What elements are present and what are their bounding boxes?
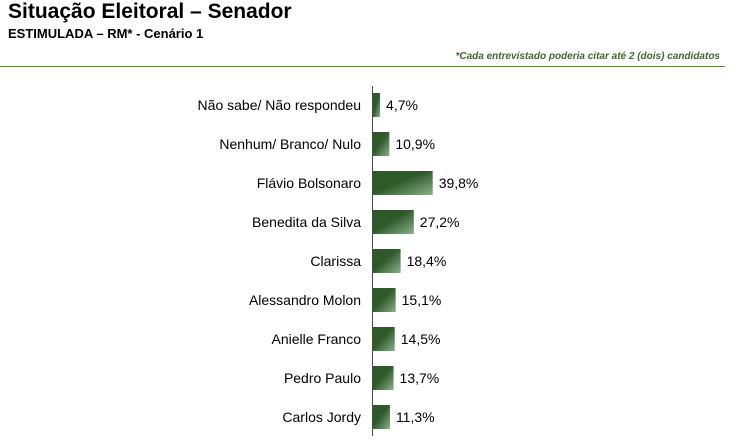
value-label-4: 27,2% (420, 214, 460, 230)
page-subtitle: ESTIMULADA – RM* - Cenário 1 (8, 26, 204, 41)
category-label-7: Anielle Franco (272, 331, 362, 347)
bar-2 (373, 132, 390, 156)
category-label-9: Carlos Jordy (282, 409, 361, 425)
value-label-9: 11,3% (396, 409, 435, 425)
value-label-1: 4,7% (386, 97, 418, 113)
value-label-2: 10,9% (395, 136, 435, 152)
bar-3 (373, 171, 433, 195)
footnote: *Cada entrevistado poderia citar até 2 (… (455, 51, 720, 62)
value-label-8: 13,7% (400, 370, 440, 386)
bar-4 (373, 210, 414, 234)
value-label-3: 39,8% (439, 175, 479, 191)
category-label-4: Benedita da Silva (252, 214, 361, 230)
category-label-2: Nenhum/ Branco/ Nulo (219, 136, 361, 152)
value-label-5: 18,4% (407, 253, 447, 269)
bar-6 (373, 288, 396, 312)
category-label-6: Alessandro Molon (249, 292, 361, 308)
category-label-8: Pedro Paulo (284, 370, 361, 386)
bar-1 (373, 93, 381, 117)
category-label-3: Flávio Bolsonaro (257, 175, 361, 191)
bar-9 (373, 405, 390, 429)
bar-7 (373, 327, 395, 351)
page-title: Situação Eleitoral – Senador (8, 0, 292, 23)
bar-8 (373, 366, 394, 390)
header-divider (0, 66, 725, 67)
value-label-7: 14,5% (401, 331, 441, 347)
value-label-6: 15,1% (402, 292, 442, 308)
category-label-1: Não sabe/ Não respondeu (198, 97, 361, 113)
category-label-5: Clarissa (310, 253, 361, 269)
bar-5 (373, 249, 401, 273)
